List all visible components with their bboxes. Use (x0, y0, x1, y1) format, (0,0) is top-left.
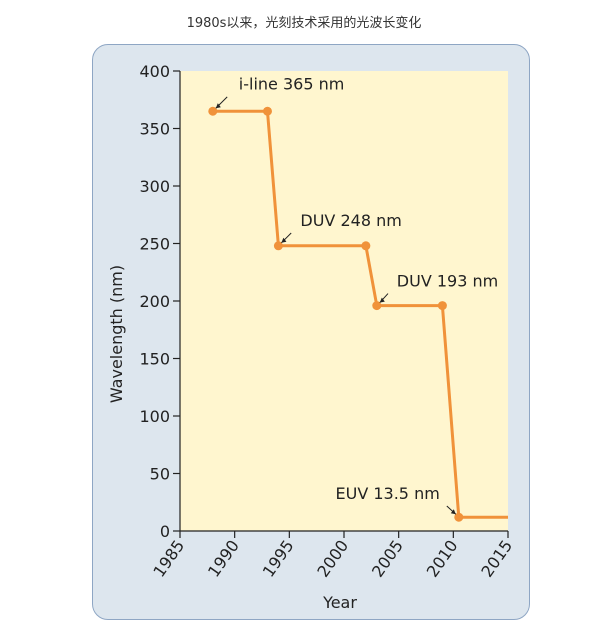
y-tick-label: 150 (139, 350, 170, 369)
x-tick-label: 2005 (368, 536, 407, 580)
x-tick-label: 2015 (477, 536, 516, 580)
annotation-arrow (281, 237, 287, 243)
y-tick-label: 300 (139, 177, 170, 196)
y-tick-label: 0 (160, 522, 170, 541)
y-tick-label: 250 (139, 235, 170, 254)
y-tick-label: 400 (139, 62, 170, 81)
series-markers (208, 106, 464, 522)
annotation-arrow (215, 103, 221, 109)
annotation-label: DUV 193 nm (397, 272, 498, 291)
x-tick-label: 2000 (313, 536, 352, 580)
annotation-arrow (379, 297, 385, 303)
x-tick-label: 1985 (149, 536, 188, 580)
y-tick-label: 350 (139, 120, 170, 139)
y-tick-label: 50 (150, 465, 170, 484)
x-tick-label: 2010 (423, 536, 462, 580)
y-axis-label: Wavelength (nm) (107, 265, 126, 403)
data-point (208, 106, 218, 116)
y-tick-label: 200 (139, 292, 170, 311)
series-line (212, 109, 508, 519)
data-point (361, 241, 371, 251)
annotations: i-line 365 nm DUV 248 nm DUV 193 nm EUV 13.… (215, 74, 498, 515)
y-tick-label: 100 (139, 407, 170, 426)
data-point (273, 241, 283, 251)
data-point (454, 512, 464, 522)
data-point (437, 301, 447, 311)
x-tick-label: 1995 (259, 536, 298, 580)
annotation-label: i-line 365 nm (239, 74, 345, 93)
series-polyline (212, 109, 508, 519)
data-point (262, 106, 272, 116)
annotation-label: EUV 13.5 nm (336, 484, 440, 503)
x-tick-label: 1990 (204, 536, 243, 580)
plot-area (180, 71, 508, 531)
data-point (372, 301, 382, 311)
x-axis-label: Year (322, 593, 357, 612)
annotation-label: DUV 248 nm (300, 211, 401, 230)
annotation-arrow (450, 509, 456, 515)
figure-caption: 1980s以来，光刻技术采用的光波长变化 (186, 16, 422, 31)
